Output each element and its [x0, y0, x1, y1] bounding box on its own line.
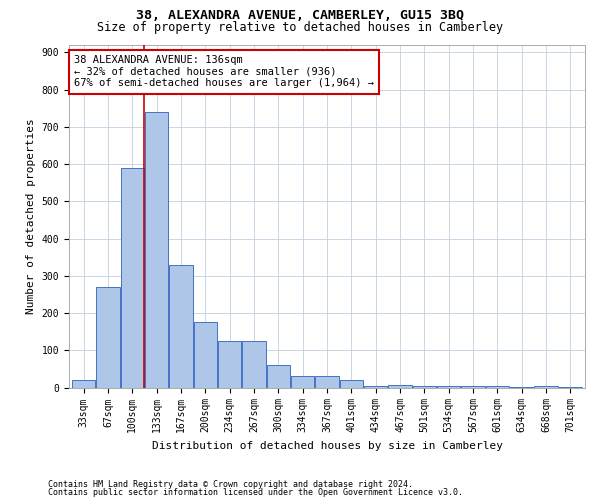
Bar — [267, 365, 290, 388]
Text: 38, ALEXANDRA AVENUE, CAMBERLEY, GU15 3BQ: 38, ALEXANDRA AVENUE, CAMBERLEY, GU15 3B… — [136, 9, 464, 22]
Bar — [194, 322, 217, 388]
Bar — [510, 387, 533, 388]
Bar — [388, 384, 412, 388]
Text: Size of property relative to detached houses in Camberley: Size of property relative to detached ho… — [97, 21, 503, 34]
Bar — [535, 386, 557, 388]
Bar — [291, 376, 314, 388]
Bar — [72, 380, 95, 388]
Bar — [218, 341, 241, 388]
Text: 38 ALEXANDRA AVENUE: 136sqm
← 32% of detached houses are smaller (936)
67% of se: 38 ALEXANDRA AVENUE: 136sqm ← 32% of det… — [74, 56, 374, 88]
Bar — [121, 168, 144, 388]
Text: Contains HM Land Registry data © Crown copyright and database right 2024.: Contains HM Land Registry data © Crown c… — [48, 480, 413, 489]
Y-axis label: Number of detached properties: Number of detached properties — [26, 118, 36, 314]
Bar — [559, 387, 582, 388]
Text: Contains public sector information licensed under the Open Government Licence v3: Contains public sector information licen… — [48, 488, 463, 497]
Bar — [169, 264, 193, 388]
Bar — [413, 386, 436, 388]
Bar — [364, 386, 387, 388]
X-axis label: Distribution of detached houses by size in Camberley: Distribution of detached houses by size … — [151, 441, 503, 451]
Bar — [145, 112, 168, 388]
Bar — [461, 386, 485, 388]
Bar — [340, 380, 363, 388]
Bar — [242, 341, 266, 388]
Bar — [97, 287, 119, 388]
Bar — [486, 386, 509, 388]
Bar — [316, 376, 338, 388]
Bar — [437, 386, 460, 388]
